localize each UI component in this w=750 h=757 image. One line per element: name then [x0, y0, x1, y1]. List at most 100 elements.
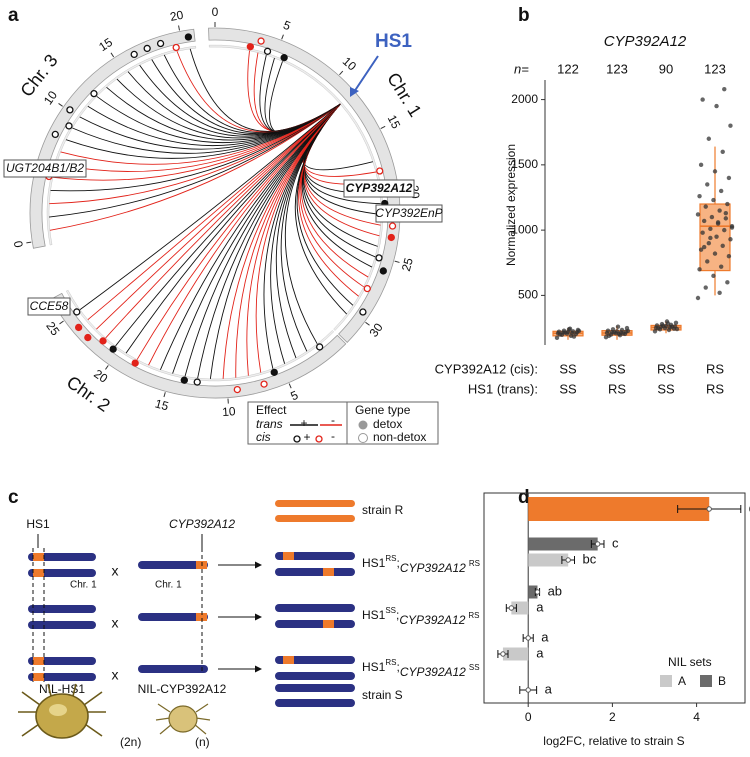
- point: [726, 175, 732, 181]
- locus-segment: [323, 620, 334, 628]
- gene-marker: [260, 380, 268, 388]
- legend-swatch: [660, 675, 672, 687]
- gene-marker: [359, 308, 367, 316]
- point: [705, 259, 710, 264]
- legend-marker: [315, 435, 323, 443]
- genotype-label: SS: [559, 381, 577, 396]
- legend-label: A: [678, 674, 686, 688]
- gene-label: CCE58: [30, 299, 69, 313]
- genotype-label: SS: [608, 361, 626, 376]
- chromosome-inner-ring: [208, 44, 384, 331]
- tick-mark: [26, 241, 32, 244]
- chromosome-bar: [275, 620, 355, 628]
- chromosome-bar: [275, 604, 355, 612]
- strain-label: strain S: [362, 688, 403, 702]
- nil-label-part: SS: [469, 663, 480, 672]
- gene-marker: [379, 267, 387, 275]
- nil-label-part: RS: [385, 554, 396, 563]
- rep-point: [594, 541, 601, 547]
- tick-label: 5: [289, 388, 301, 404]
- gene-label: CYP392A12: [346, 181, 413, 195]
- tick-mark: [281, 34, 284, 40]
- legend-swatch: [700, 675, 712, 687]
- tick-mark: [163, 392, 166, 398]
- point: [712, 169, 718, 174]
- point: [703, 204, 708, 209]
- row-label: CYP392A12 (cis):: [435, 361, 538, 376]
- parent-label: NIL-CYP392A12: [138, 682, 227, 696]
- point: [722, 86, 727, 92]
- x-tick-label: 4: [693, 710, 700, 724]
- cross-symbol: x: [112, 615, 119, 631]
- gene-label: UGT204B1/B2: [6, 161, 84, 175]
- tick-mark: [394, 260, 400, 263]
- point: [723, 210, 729, 216]
- bar: [528, 585, 538, 599]
- group-letter: bc: [583, 551, 597, 566]
- point: [711, 197, 716, 203]
- rep-point: [534, 589, 541, 595]
- tick-mark: [110, 52, 115, 58]
- genotype-label: RS: [608, 381, 626, 396]
- cross-arrowhead: [255, 665, 262, 673]
- point: [615, 324, 621, 329]
- chromosome-inner-ring: [65, 289, 335, 382]
- cross-symbol: x: [112, 563, 119, 579]
- hotspot-arrowhead: [350, 87, 359, 97]
- nil-label-part: ;: [396, 660, 399, 674]
- locus-segment: [33, 569, 44, 577]
- chromosome-bar: [28, 569, 96, 577]
- point: [725, 280, 730, 285]
- row-label: HS1 (trans):: [468, 381, 538, 396]
- link: [106, 86, 341, 141]
- tick-mark: [339, 70, 344, 76]
- x-tick-label: 2: [609, 710, 616, 724]
- point: [616, 331, 622, 337]
- gene-marker: [375, 254, 383, 262]
- link: [79, 103, 341, 310]
- gene-marker: [193, 378, 201, 386]
- point: [722, 227, 727, 233]
- point: [726, 254, 732, 259]
- point: [708, 226, 713, 232]
- chromosome-bar: [275, 672, 355, 680]
- chart-title: CYP392A12: [604, 33, 687, 50]
- nil-label-part: CYP392A12: [400, 561, 466, 575]
- nil-label-part: ;: [396, 608, 399, 622]
- group-letter: a: [541, 629, 549, 644]
- point: [652, 329, 658, 334]
- point: [698, 247, 704, 252]
- n-label: n=: [514, 61, 529, 76]
- point: [708, 235, 713, 241]
- x-tick-label: 0: [525, 710, 532, 724]
- point: [620, 331, 626, 336]
- gene-marker: [180, 376, 188, 384]
- chromosome-bar: [28, 553, 96, 561]
- legend-marker: [358, 420, 368, 430]
- bar: [502, 647, 529, 661]
- tick-label: 0: [11, 240, 26, 249]
- legend-label: cis: [256, 430, 271, 444]
- chromosome-ring: [208, 27, 401, 344]
- nil-label: HS1SS;CYP392A12 RS: [362, 606, 480, 627]
- tick-label: 15: [385, 113, 404, 132]
- panel-label: d: [518, 487, 530, 508]
- point: [728, 123, 733, 128]
- gene-marker: [233, 385, 241, 394]
- ploidy-label: (n): [195, 735, 210, 749]
- nil-label: HS1RS;CYP392A12 RS: [362, 554, 480, 575]
- plot-frame: [483, 492, 746, 704]
- point: [725, 201, 730, 207]
- tick-mark: [105, 365, 109, 370]
- y-tick-label: 500: [518, 288, 538, 302]
- tick-mark: [178, 25, 181, 31]
- chromosome-bar: [138, 613, 208, 621]
- gene-marker: [65, 122, 73, 130]
- panel-label: c: [8, 487, 19, 508]
- gene-marker: [51, 130, 59, 139]
- legend-title: Gene type: [355, 403, 411, 417]
- locus-segment: [33, 657, 44, 665]
- chromosome-bar: [275, 684, 355, 692]
